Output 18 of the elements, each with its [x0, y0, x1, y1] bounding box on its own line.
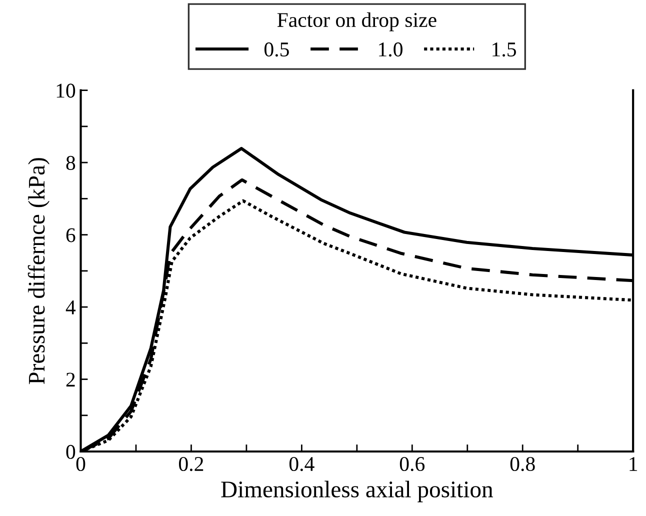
- y-tick-label: 10: [56, 84, 76, 98]
- legend-label: 1.5: [492, 42, 516, 57]
- x-tick-label: 0.2: [178, 456, 204, 472]
- legend-label: 1.0: [379, 42, 402, 57]
- y-tick-label: 2: [66, 372, 75, 386]
- x-tick-label: 0.4: [289, 456, 314, 472]
- y-tick-label: 0: [66, 444, 76, 459]
- y-tick-label: 6: [66, 228, 76, 242]
- x-tick-label: 0: [76, 456, 86, 472]
- x-tick-label: 0.6: [400, 456, 425, 472]
- x-tick-label: 0.8: [510, 456, 535, 472]
- legend-title: Factor on drop size: [277, 12, 436, 32]
- y-tick-label: 4: [66, 300, 76, 314]
- x-axis-title: Dimensionless axial position: [221, 480, 493, 502]
- y-axis-title: Pressure differnce (kPa): [28, 158, 50, 384]
- legend-label: 0.5: [264, 42, 289, 57]
- y-tick-label: 8: [66, 156, 76, 170]
- x-tick-label: 1: [630, 457, 638, 471]
